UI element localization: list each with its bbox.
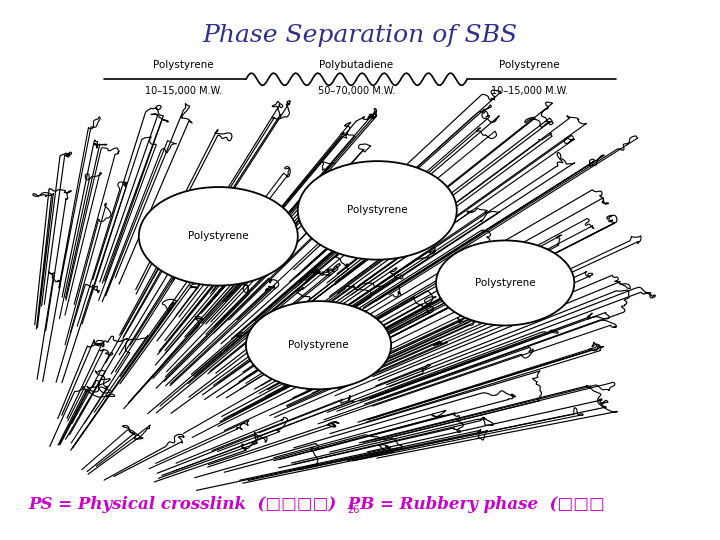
Text: Polystyrene: Polystyrene	[347, 205, 408, 215]
Ellipse shape	[246, 301, 391, 389]
Text: PS = Physical crosslink  (□□□□)  PB = Rubbery phase  (□□□: PS = Physical crosslink (□□□□) PB = Rubb…	[28, 496, 605, 513]
Text: 26: 26	[347, 504, 359, 515]
Ellipse shape	[436, 240, 575, 326]
Text: Polystyrene: Polystyrene	[288, 340, 349, 350]
Text: 50–70,000 M.W.: 50–70,000 M.W.	[318, 86, 395, 96]
Text: Phase Separation of SBS: Phase Separation of SBS	[202, 24, 518, 47]
Ellipse shape	[139, 187, 298, 286]
Text: Polystyrene: Polystyrene	[499, 60, 559, 70]
Ellipse shape	[298, 161, 456, 260]
Text: Polybutadiene: Polybutadiene	[320, 60, 394, 70]
Text: 10–15,000 M.W.: 10–15,000 M.W.	[145, 86, 222, 96]
Text: Polystyrene: Polystyrene	[474, 278, 536, 288]
Text: 10–15,000 M.W.: 10–15,000 M.W.	[491, 86, 568, 96]
Text: Polystyrene: Polystyrene	[153, 60, 214, 70]
Text: Polystyrene: Polystyrene	[188, 231, 248, 241]
